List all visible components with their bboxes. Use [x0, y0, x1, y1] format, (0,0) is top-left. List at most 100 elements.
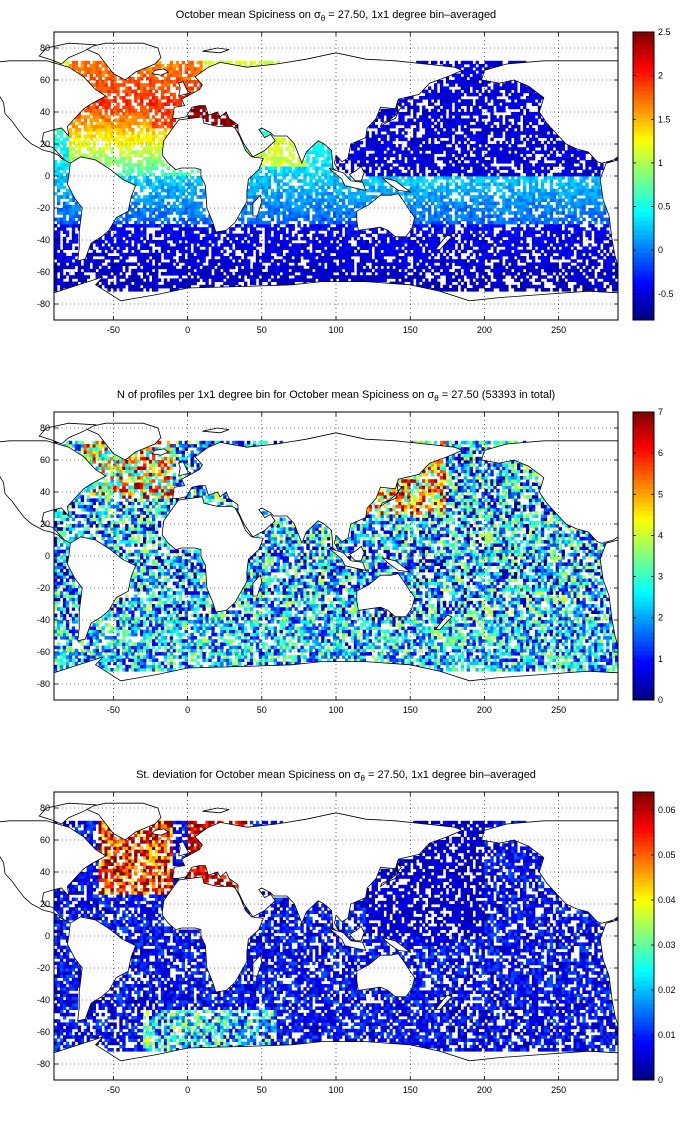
data-cell — [205, 269, 208, 273]
data-cell — [75, 275, 78, 279]
data-cell — [179, 259, 182, 263]
data-cell — [476, 102, 479, 106]
data-cell — [226, 243, 229, 247]
data-cell — [467, 224, 470, 228]
data-cell — [182, 272, 185, 276]
data-cell — [327, 218, 330, 222]
data-cell — [229, 230, 232, 234]
data-cell — [247, 192, 250, 196]
data-cell — [191, 214, 194, 218]
data-cell — [300, 179, 303, 183]
data-cell — [398, 179, 401, 183]
data-cell — [443, 186, 446, 190]
data-cell — [470, 198, 473, 202]
data-cell — [202, 218, 205, 222]
data-cell — [253, 186, 256, 190]
data-cell — [416, 202, 419, 206]
data-cell — [327, 163, 330, 167]
data-cell — [452, 131, 455, 135]
data-cell — [413, 179, 416, 183]
data-cell — [291, 243, 294, 247]
data-cell — [158, 102, 161, 106]
data-cell — [383, 278, 386, 282]
data-cell — [161, 214, 164, 218]
data-cell — [446, 90, 449, 94]
data-cell — [440, 147, 443, 151]
data-cell — [476, 221, 479, 225]
data-cell — [131, 208, 134, 212]
data-cell — [122, 80, 125, 84]
data-cell — [336, 208, 339, 212]
data-cell — [330, 230, 333, 234]
data-cell — [398, 170, 401, 174]
data-cell — [297, 198, 300, 202]
data-cell — [467, 150, 470, 154]
data-cell — [458, 122, 461, 126]
data-cell — [72, 208, 75, 212]
data-cell — [336, 179, 339, 183]
data-cell — [194, 179, 197, 183]
data-cell — [194, 272, 197, 276]
data-cell — [149, 182, 152, 186]
data-cell — [90, 246, 93, 250]
data-cell — [57, 221, 60, 225]
data-cell — [428, 186, 431, 190]
data-cell — [431, 259, 434, 263]
data-cell — [66, 189, 69, 193]
data-cell — [75, 134, 78, 138]
data-cell — [478, 83, 481, 87]
data-cell — [131, 272, 134, 276]
data-cell — [152, 160, 155, 164]
data-cell — [137, 170, 140, 174]
data-cell — [208, 266, 211, 270]
data-cell — [84, 122, 87, 126]
data-cell — [478, 246, 481, 250]
data-cell — [81, 278, 84, 282]
data-cell — [265, 154, 268, 158]
data-cell — [404, 173, 407, 177]
data-cell — [188, 218, 191, 222]
data-cell — [60, 266, 63, 270]
data-cell — [366, 198, 369, 202]
data-cell — [401, 256, 404, 260]
data-cell — [470, 102, 473, 106]
data-cell — [149, 144, 152, 148]
data-cell — [425, 154, 428, 158]
data-cell — [478, 266, 481, 270]
data-cell — [119, 147, 122, 151]
data-cell — [345, 250, 348, 254]
data-cell — [291, 170, 294, 174]
data-cell — [449, 224, 452, 228]
data-cell — [161, 96, 164, 100]
data-cell — [155, 234, 158, 238]
data-cell — [383, 262, 386, 266]
data-cell — [202, 256, 205, 260]
data-cell — [348, 246, 351, 250]
data-cell — [327, 208, 330, 212]
data-cell — [274, 179, 277, 183]
data-cell — [416, 118, 419, 122]
data-cell — [63, 282, 66, 286]
data-cell — [449, 157, 452, 161]
data-cell — [389, 272, 392, 276]
data-cell — [161, 195, 164, 199]
data-cell — [473, 285, 476, 289]
data-cell — [182, 189, 185, 193]
data-cell — [348, 250, 351, 254]
data-cell — [449, 198, 452, 202]
data-cell — [461, 138, 464, 142]
data-cell — [63, 221, 66, 225]
data-cell — [229, 243, 232, 247]
data-cell — [75, 61, 78, 65]
data-cell — [196, 250, 199, 254]
data-cell — [182, 250, 185, 254]
data-cell — [327, 157, 330, 161]
data-cell — [484, 192, 487, 196]
data-cell — [268, 214, 271, 218]
data-cell — [467, 83, 470, 87]
data-cell — [339, 198, 342, 202]
data-cell — [342, 275, 345, 279]
data-cell — [410, 192, 413, 196]
data-cell — [176, 61, 179, 65]
data-cell — [128, 144, 131, 148]
